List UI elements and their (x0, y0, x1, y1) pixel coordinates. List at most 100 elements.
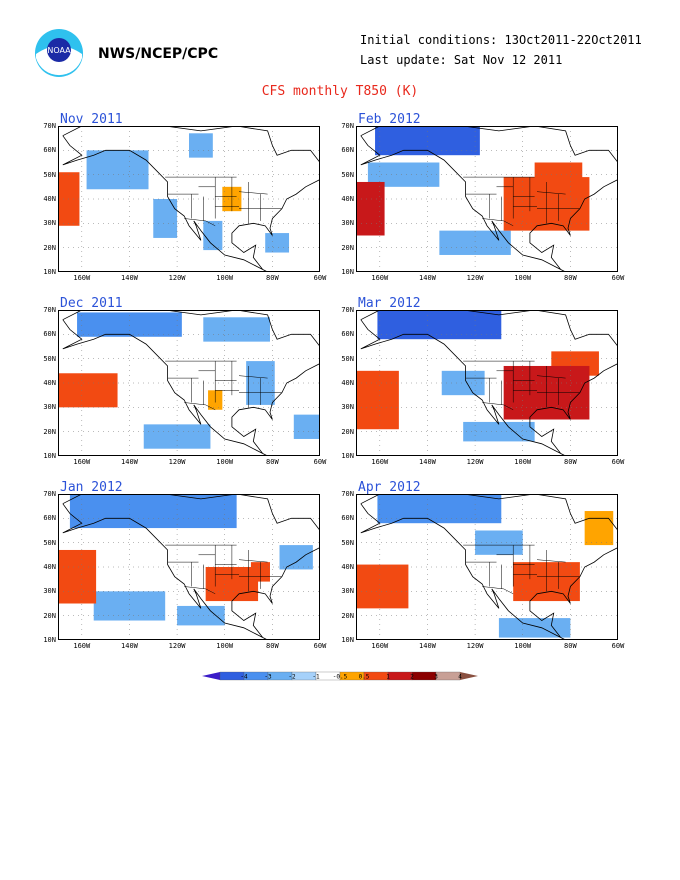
lat-tick-label: 50N (341, 538, 354, 547)
panel-title: Dec 2011 (60, 296, 123, 311)
anomaly-region (93, 591, 166, 621)
anomaly-region (293, 414, 320, 439)
lon-tick-label: 140W (419, 642, 436, 650)
anomaly-region (377, 310, 502, 340)
lon-tick-label: 100W (514, 642, 532, 650)
coastline (62, 126, 320, 272)
lon-tick-label: 80W (266, 642, 279, 650)
lat-tick-label: 40N (341, 563, 354, 571)
org-name: NWS/NCEP/CPC (98, 46, 219, 62)
lat-tick-label: 10N (43, 268, 56, 276)
anomaly-region (279, 545, 313, 570)
lat-tick-label: 20N (43, 427, 56, 436)
lat-tick-label: 60N (43, 514, 56, 523)
lat-tick-label: 40N (341, 379, 354, 387)
map-frame (356, 310, 618, 456)
anomaly-map (356, 494, 618, 640)
colorbar: -4 -3 -2 -1 -0.5 0.5 1 2 3 4 (202, 671, 478, 681)
anomaly-region (177, 605, 225, 626)
lat-tick-label: 70N (43, 122, 56, 130)
colorbar-label: 2 (410, 674, 414, 681)
lon-tick-label: 100W (514, 274, 532, 282)
lat-tick-label: 70N (341, 306, 354, 314)
lon-tick-label: 120W (466, 274, 484, 282)
anomaly-map (356, 310, 618, 456)
lat-tick-label: 10N (341, 268, 354, 276)
lat-tick-label: 50N (43, 538, 56, 547)
anomaly-region (77, 312, 182, 337)
lon-tick-label: 120W (466, 458, 484, 466)
lat-tick-label: 10N (341, 452, 354, 460)
lon-tick-label: 80W (266, 274, 279, 282)
colorbar-label: -2 (288, 674, 296, 681)
lon-tick-label: 100W (216, 458, 234, 466)
lon-tick-label: 80W (564, 642, 577, 650)
lat-tick-label: 20N (341, 611, 354, 620)
anomaly-region (498, 618, 571, 638)
lat-tick-label: 50N (341, 354, 354, 363)
lat-tick-label: 20N (43, 611, 56, 620)
state-border (536, 375, 566, 379)
lon-tick-label: 140W (121, 458, 138, 466)
lat-tick-label: 40N (43, 563, 56, 571)
map-frame (58, 126, 320, 272)
lat-tick-label: 60N (341, 514, 354, 523)
lon-tick-label: 100W (216, 274, 234, 282)
anomaly-region (375, 126, 480, 156)
lon-tick-label: 80W (564, 458, 577, 466)
state-border (238, 559, 268, 563)
lat-tick-label: 40N (43, 379, 56, 387)
panel-title: Apr 2012 (358, 480, 421, 495)
anomaly-region (475, 530, 523, 555)
lon-tick-label: 100W (514, 458, 532, 466)
lat-tick-label: 10N (43, 636, 56, 644)
coastline (62, 310, 320, 456)
lat-tick-label: 50N (341, 170, 354, 179)
lon-tick-label: 160W (371, 274, 389, 282)
lat-tick-label: 60N (341, 146, 354, 155)
lat-tick-label: 60N (341, 330, 354, 339)
lat-tick-label: 30N (43, 403, 56, 412)
panel-title: Feb 2012 (358, 112, 421, 127)
state-border (482, 586, 514, 595)
map-panel (58, 494, 320, 640)
lat-tick-label: 30N (43, 587, 56, 596)
lon-tick-label: 80W (266, 458, 279, 466)
coastline (360, 310, 618, 456)
anomaly-region (356, 181, 385, 236)
colorbar-segment (387, 671, 413, 681)
logo-text: NOAA (47, 46, 71, 55)
state-border (482, 218, 514, 227)
colorbar-label: -1 (312, 674, 320, 681)
anomaly-region (143, 424, 211, 449)
colorbar-arrow (202, 672, 220, 680)
anomaly-map (58, 126, 320, 272)
anomaly-region (360, 588, 385, 604)
anomaly-region (58, 549, 97, 604)
anomaly-region (153, 199, 178, 238)
lon-tick-label: 120W (168, 274, 186, 282)
map-panel (58, 126, 320, 272)
anomaly-region (58, 373, 118, 408)
map-panel (356, 494, 618, 640)
colorbar-label: -3 (264, 674, 272, 681)
anomaly-region (86, 150, 149, 190)
state-border (184, 402, 216, 411)
colorbar-label: 4 (458, 674, 462, 681)
lon-tick-label: 80W (564, 274, 577, 282)
colorbar-segment (411, 671, 437, 681)
lat-tick-label: 70N (341, 490, 354, 498)
anomaly-region (356, 370, 399, 430)
lat-tick-label: 70N (341, 122, 354, 130)
lon-tick-label: 100W (216, 642, 234, 650)
lon-tick-label: 120W (168, 642, 186, 650)
coastline (62, 494, 320, 640)
anomaly-region (441, 370, 485, 396)
lon-tick-label: 60W (611, 642, 625, 650)
lat-tick-label: 30N (43, 219, 56, 228)
colorbar-segment (435, 671, 461, 681)
map-frame (58, 310, 320, 456)
lon-tick-label: 160W (371, 642, 389, 650)
lon-tick-label: 60W (313, 458, 327, 466)
anomaly-map (356, 126, 618, 272)
